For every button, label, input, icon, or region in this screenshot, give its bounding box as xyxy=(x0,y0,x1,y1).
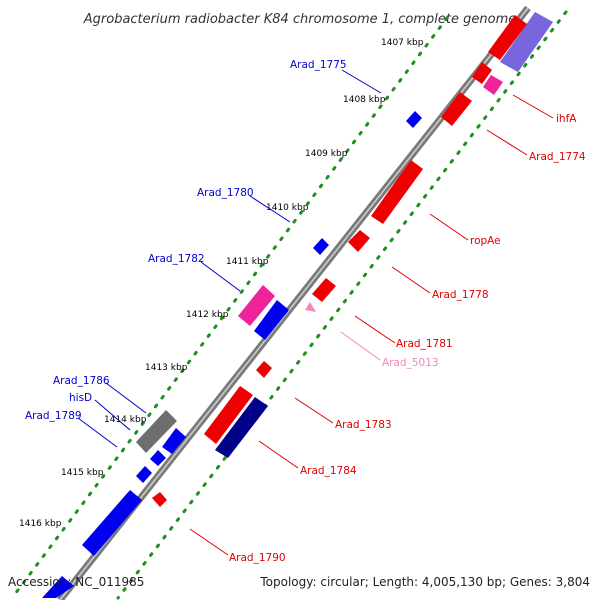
gene-long-forward-feature[interactable] xyxy=(82,490,142,556)
gene-arad-1780-feature[interactable] xyxy=(313,238,329,255)
gene-label-arad-1789[interactable]: Arad_1789 xyxy=(25,410,82,422)
kbp-label: 1410 kbp xyxy=(266,203,309,213)
leader-line xyxy=(94,399,131,431)
leader-line xyxy=(189,528,229,556)
gene-label-arad-1782[interactable]: Arad_1782 xyxy=(148,253,205,265)
accession-text: Accession: NC_011985 xyxy=(8,575,144,589)
leader-line xyxy=(486,129,528,156)
leader-line xyxy=(340,331,381,361)
gene-arad-1778-feature[interactable] xyxy=(348,230,370,252)
gene-forward-feature[interactable] xyxy=(254,300,289,340)
gene-arad-1790-feature[interactable] xyxy=(152,492,167,507)
map-title: Agrobacterium radiobacter K84 chromosome… xyxy=(83,12,516,27)
leader-line xyxy=(200,261,241,292)
leader-line xyxy=(258,440,299,469)
gene-arad-1775-feature[interactable] xyxy=(406,111,422,128)
leader-line xyxy=(512,94,554,119)
kbp-labels: 1407 kbp 1408 kbp 1409 kbp 1410 kbp 1411… xyxy=(19,38,424,529)
kbp-label: 1411 kbp xyxy=(226,257,269,267)
forward-genes xyxy=(42,12,553,598)
inner-tick-track xyxy=(116,10,568,600)
gene-ihfa-pink-feature[interactable] xyxy=(483,75,503,95)
gene-arad-1781-feature[interactable] xyxy=(312,278,336,302)
topology-summary: Topology: circular; Length: 4,005,130 bp… xyxy=(259,575,590,589)
gene-label-arad-5013[interactable]: Arad_5013 xyxy=(382,357,439,369)
gene-arad-1789-feature[interactable] xyxy=(136,466,152,483)
gene-top-reverse-feature[interactable] xyxy=(488,15,527,60)
gene-label-arad-1784[interactable]: Arad_1784 xyxy=(300,465,357,477)
gene-hisd-feature[interactable] xyxy=(162,428,186,454)
gene-label-arad-1780[interactable]: Arad_1780 xyxy=(197,187,254,199)
gene-feature-small[interactable] xyxy=(150,450,166,466)
gene-label-arad-1778[interactable]: Arad_1778 xyxy=(432,289,489,301)
gene-label-hisd[interactable]: hisD xyxy=(69,392,92,404)
gene-label-ropae[interactable]: ropAe xyxy=(470,235,501,247)
gene-label-arad-1775[interactable]: Arad_1775 xyxy=(290,59,347,71)
kbp-label: 1415 kbp xyxy=(61,468,104,478)
leader-line xyxy=(354,315,396,344)
gene-arad-1774-feature[interactable] xyxy=(441,92,472,126)
kbp-label: 1407 kbp xyxy=(381,38,424,48)
gene-arad-5013-feature[interactable] xyxy=(305,302,316,312)
kbp-label: 1412 kbp xyxy=(186,310,229,320)
gene-ihfa-feature[interactable] xyxy=(472,62,492,84)
kbp-label: 1416 kbp xyxy=(19,519,62,529)
leader-line xyxy=(391,266,431,294)
gene-arad-1782-feature[interactable] xyxy=(238,285,275,326)
leader-line xyxy=(105,382,147,414)
gene-arad-1784-feature[interactable] xyxy=(215,397,268,458)
leader-line xyxy=(77,417,118,448)
gene-arad-1783-feature[interactable] xyxy=(256,361,272,378)
gene-reverse-feature[interactable] xyxy=(204,386,253,444)
gene-label-arad-1783[interactable]: Arad_1783 xyxy=(335,419,392,431)
outer-tick-track xyxy=(10,16,449,600)
gene-ropae-feature[interactable] xyxy=(371,160,423,224)
gene-top-forward-feature[interactable] xyxy=(500,12,553,72)
gene-label-arad-1786[interactable]: Arad_1786 xyxy=(53,375,110,387)
kbp-label: 1408 kbp xyxy=(343,95,386,105)
leader-line xyxy=(294,397,334,424)
leader-line xyxy=(429,213,469,241)
gene-label-ihfa[interactable]: ihfA xyxy=(556,113,577,125)
kbp-label: 1409 kbp xyxy=(305,149,348,159)
leader-line xyxy=(249,195,291,223)
gene-label-arad-1781[interactable]: Arad_1781 xyxy=(396,338,453,350)
kbp-label: 1414 kbp xyxy=(104,415,147,425)
right-gene-labels: ihfA Arad_1774 ropAe Arad_1778 Arad_1781… xyxy=(189,94,586,564)
leader-line xyxy=(341,69,382,94)
reverse-genes xyxy=(152,15,527,507)
kbp-label: 1413 kbp xyxy=(145,363,188,373)
gene-label-arad-1790[interactable]: Arad_1790 xyxy=(229,552,286,564)
gene-label-arad-1774[interactable]: Arad_1774 xyxy=(529,151,586,163)
gene-arad-1786-feature[interactable] xyxy=(136,410,177,453)
left-gene-labels: Arad_1775 Arad_1780 Arad_1782 Arad_1786 … xyxy=(25,59,382,448)
gene-edge-forward-feature[interactable] xyxy=(42,576,74,598)
